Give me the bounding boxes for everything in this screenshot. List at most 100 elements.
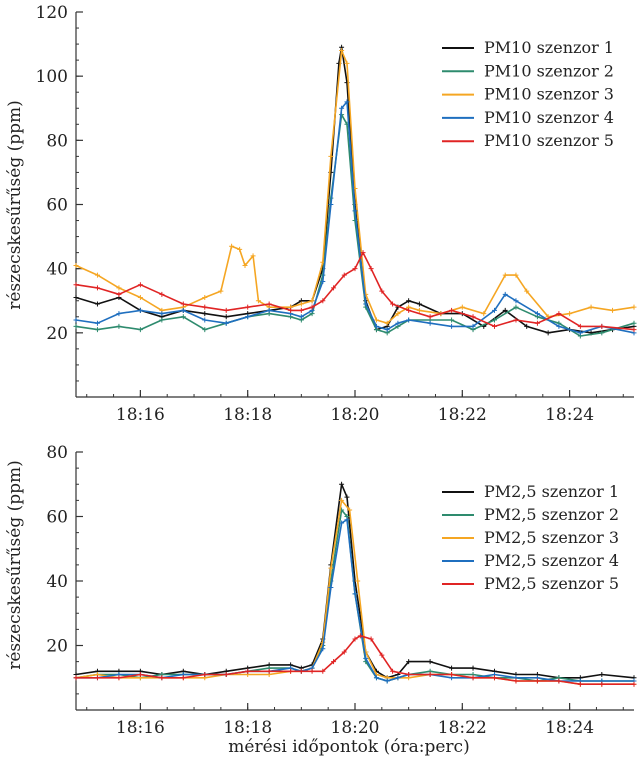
pm10-data-point <box>610 307 616 313</box>
pm10-data-point <box>73 282 79 288</box>
pm10-data-point <box>534 320 540 326</box>
pm10-data-point <box>320 298 326 304</box>
pm25-legend: PM2,5 szenzor 1 PM2,5 szenzor 2 PM2,5 szen… <box>442 482 619 593</box>
pm10-data-point <box>373 317 379 323</box>
pm10-data-point <box>309 304 315 310</box>
pm25-series <box>73 481 637 687</box>
pm10-legend-label: PM10 szenzor 4 <box>484 108 614 127</box>
pm25-data-point <box>73 675 79 681</box>
pm10-data-point <box>223 314 229 320</box>
pm10-data-point <box>545 330 551 336</box>
pm10-data-point <box>116 285 122 291</box>
pm10-data-point <box>577 330 583 336</box>
pm10-data-point <box>116 311 122 317</box>
pm10-data-point <box>406 298 412 304</box>
pm10-data-point <box>513 272 519 278</box>
pm10-data-point <box>363 301 369 307</box>
pm25-data-point <box>352 636 358 642</box>
pm10-x-tick-label: 18:22 <box>438 405 487 425</box>
pm10-data-point <box>159 311 165 317</box>
pm25-x-tick-label: 18:22 <box>438 718 487 738</box>
pm10-data-point <box>137 307 143 313</box>
pm10-data-point <box>492 317 497 323</box>
pm25-data-point <box>159 675 165 681</box>
pm10-y-tick-label: 80 <box>46 131 68 151</box>
pm25-data-point <box>513 678 519 684</box>
pm25-data-point <box>202 672 208 678</box>
pm10-data-point <box>341 272 347 278</box>
pm25-data-point <box>344 517 350 523</box>
pm10-data-point <box>94 285 100 291</box>
pm10-y-tick-label: 100 <box>36 67 68 87</box>
pm25-data-point <box>470 665 476 671</box>
pm10-data-point <box>599 323 605 329</box>
pm25-legend-label: PM2,5 szenzor 2 <box>484 505 619 524</box>
pm25-data-point <box>331 659 337 665</box>
pm10-data-point <box>320 279 326 284</box>
pm25-y-tick-label: 80 <box>46 443 68 463</box>
pm25-x-tick-label: 18:20 <box>331 718 380 738</box>
pm10-data-point <box>218 288 224 294</box>
pm10-data-point <box>395 311 401 317</box>
pm25-legend-label: PM2,5 szenzor 3 <box>484 528 619 547</box>
pm10-legend-label: PM10 szenzor 1 <box>484 38 614 57</box>
pm25-data-point <box>406 659 412 665</box>
pm10-data-point <box>502 291 508 297</box>
pm25-data-point <box>599 672 605 678</box>
pm25-data-point <box>320 646 326 652</box>
pm10-data-point <box>298 307 304 313</box>
pm10-data-point <box>159 317 165 323</box>
pm25-ticks: 20 40 60 80 18:16 18:18 18:20 18:22 18:24 <box>46 443 624 738</box>
pm10-data-point <box>406 317 412 323</box>
pm25-data-point <box>384 678 390 684</box>
pm10-ticks: 20 40 60 80 100 120 18:16 18:18 18:20 18:22 18:24 <box>36 3 624 425</box>
pm25-data-point <box>379 652 385 658</box>
pm25-data-point <box>395 675 401 681</box>
pm25-data-point <box>556 678 562 684</box>
pm10-data-point <box>116 323 122 329</box>
pm25-data-point <box>328 584 334 590</box>
pm10-data-point <box>94 320 100 326</box>
pm10-data-point <box>159 291 165 297</box>
pm10-data-point <box>298 314 304 320</box>
pm25-data-point <box>339 481 345 487</box>
pm10-data-point <box>223 307 229 313</box>
pm10-data-point <box>180 301 186 307</box>
pm10-data-point <box>331 285 337 291</box>
pm10-data-point <box>481 311 487 317</box>
pm25-data-point <box>492 675 497 681</box>
x-axis-title: mérési időpontok (óra:perc) <box>228 737 469 757</box>
pm10-data-point <box>534 311 540 317</box>
pm25-data-point <box>355 578 361 584</box>
pm10-data-point <box>202 295 208 301</box>
pm10-data-point <box>245 304 251 310</box>
pm10-data-point <box>513 317 519 323</box>
pm10-data-point <box>202 304 208 310</box>
pm10-data-point <box>502 307 508 313</box>
pm10-data-point <box>255 298 261 304</box>
pm10-data-point <box>245 314 251 320</box>
pm10-data-point <box>223 320 229 326</box>
pm25-data-point <box>94 675 100 681</box>
pm10-data-point <box>360 250 366 256</box>
pm10-ylabel: részecskesűrűség (ppm) <box>5 100 25 310</box>
pm25-data-point <box>344 494 350 500</box>
pm10-data-point <box>631 320 637 326</box>
pm10-data-point <box>427 314 433 320</box>
pm25-data-point <box>363 655 369 661</box>
pm25-data-point <box>137 672 143 678</box>
pm25-y-tick-label: 20 <box>46 637 68 657</box>
pm10-data-point <box>250 253 256 259</box>
pm10-data-point <box>588 304 594 310</box>
pm10-data-point <box>266 307 272 313</box>
pm10-data-point <box>237 246 243 252</box>
pm10-data-point <box>406 307 412 313</box>
pm25-data-point <box>534 678 540 684</box>
pm10-legend: PM10 szenzor 1 PM10 szenzor 2 PM10 szenzor… <box>442 38 614 150</box>
pm25-data-point <box>373 675 379 681</box>
pm10-data-point <box>339 105 345 111</box>
pm25-data-point <box>470 675 476 681</box>
pm10-data-point <box>137 327 143 333</box>
pm10-x-tick-label: 18:18 <box>223 405 272 425</box>
